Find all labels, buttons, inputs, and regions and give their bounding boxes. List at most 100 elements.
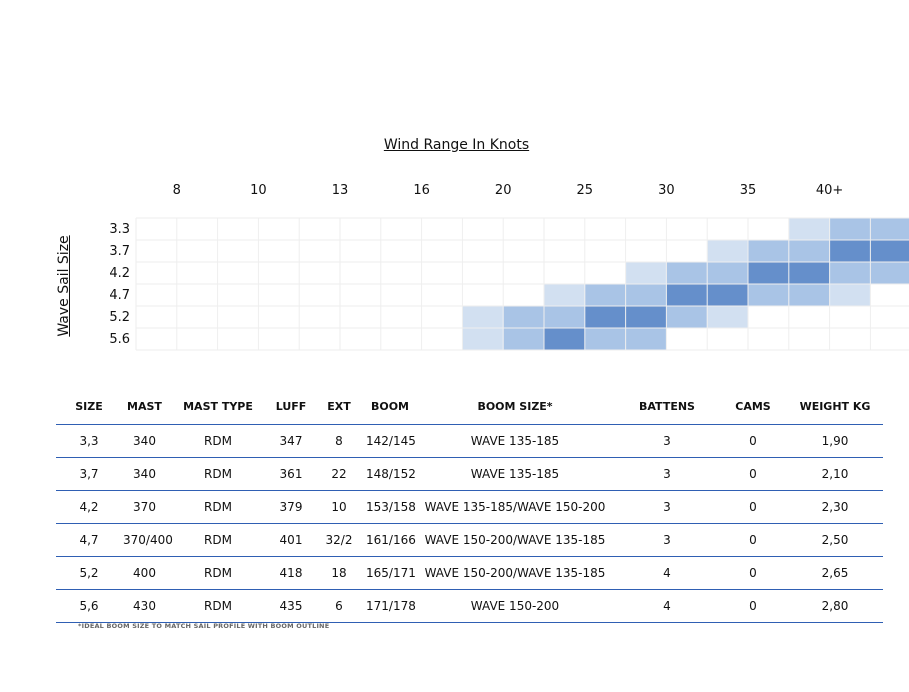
table-cell: RDM — [167, 457, 269, 491]
column-header: WEIGHT KG — [787, 388, 883, 425]
table-cell: 3 — [615, 457, 719, 491]
sail-specs-table: SIZE MAST MAST TYPE LUFF EXT BOOM BOOM SIZE* BA… — [56, 388, 883, 623]
heatmap-cell — [789, 218, 830, 240]
table-cell: 0 — [719, 490, 787, 524]
table-cell: 171/178 — [365, 589, 416, 623]
heatmap-cell — [503, 328, 544, 350]
table-row: 3,7 340 RDM 361 22 148/152 WAVE 135-185 3 0 2,10 — [56, 457, 883, 491]
heatmap-cell — [503, 306, 544, 328]
table-cell: 361 — [269, 457, 313, 491]
table-cell: 32/2 — [313, 523, 365, 557]
table-row: 3,3 340 RDM 347 8 142/145 WAVE 135-185 3 0 1,90 — [56, 424, 883, 458]
table-cell: 10 — [313, 490, 365, 524]
heatmap-cell — [707, 306, 748, 328]
heatmap-cell — [626, 284, 666, 306]
heatmap-cell — [626, 306, 666, 328]
table-row: 5,2 400 RDM 418 18 165/171 WAVE 150-200/WAVE 1… — [56, 556, 883, 590]
table-cell: RDM — [167, 424, 269, 458]
table-cell: 22 — [313, 457, 365, 491]
table-cell: 165/171 — [365, 556, 416, 590]
table-cell: 2,30 — [787, 490, 883, 524]
table-cell: 0 — [719, 523, 787, 557]
table-cell: 5,2 — [56, 556, 122, 590]
table-cell: 4 — [615, 556, 719, 590]
x-tick-label: 25 — [577, 183, 594, 198]
table-cell: 2,10 — [787, 457, 883, 491]
table-cell: WAVE 150-200/WAVE 135-185 — [415, 556, 615, 590]
x-tick-label: 13 — [332, 183, 349, 198]
table-cell: 379 — [269, 490, 313, 524]
footnote: *IDEAL BOOM SIZE TO MATCH SAIL PROFILE W… — [78, 622, 330, 630]
table-cell: 3 — [615, 523, 719, 557]
table-cell: 3 — [615, 490, 719, 524]
heatmap-cell — [870, 218, 909, 240]
column-header: MAST TYPE — [167, 388, 269, 425]
table-cell: 0 — [719, 457, 787, 491]
table-cell: 6 — [313, 589, 365, 623]
column-header: BOOM SIZE* — [415, 388, 615, 425]
column-header: EXT — [313, 388, 365, 425]
column-header: BATTENS — [615, 388, 719, 425]
table-cell: 0 — [719, 589, 787, 623]
heatmap-cell — [707, 284, 748, 306]
table-cell: 3,3 — [56, 424, 122, 458]
heatmap-cell — [748, 240, 789, 262]
heatmap-cell — [830, 218, 870, 240]
heatmap-cell — [707, 240, 748, 262]
heatmap-cell — [830, 240, 870, 262]
wind-range-heatmap: 3.3 3.7 4.2 4.7 5.2 5.6 8 10 13 16 20 25 30 35 40+ — [109, 183, 909, 351]
y-tick-label: 3.3 — [109, 222, 130, 237]
table-cell: 5,6 — [56, 589, 122, 623]
chart-title: Wind Range In Knots — [383, 137, 530, 153]
table-cell: 148/152 — [365, 457, 416, 491]
heatmap-cell — [870, 262, 909, 284]
y-tick-label: 5.6 — [109, 332, 130, 347]
y-tick-label: 5.2 — [109, 310, 130, 325]
table-cell: 370 — [122, 490, 167, 524]
x-tick-label: 20 — [495, 183, 512, 198]
heatmap-cell — [748, 262, 789, 284]
column-header: MAST — [122, 388, 167, 425]
column-header: CAMS — [719, 388, 787, 425]
table-row: 4,7 370/400 RDM 401 32/2 161/166 WAVE 150-200/… — [56, 523, 883, 557]
table-cell: 4 — [615, 589, 719, 623]
table-cell: 347 — [269, 424, 313, 458]
table-cell: WAVE 135-185 — [415, 424, 615, 458]
table-cell: 340 — [122, 424, 167, 458]
y-tick-label: 4.2 — [109, 266, 130, 281]
column-header: LUFF — [269, 388, 313, 425]
heatmap-cell — [870, 240, 909, 262]
table-cell: 18 — [313, 556, 365, 590]
table-cell: 0 — [719, 424, 787, 458]
heatmap-cell — [666, 306, 707, 328]
heatmap-cell — [666, 284, 707, 306]
table-cell: 2,80 — [787, 589, 883, 623]
table-cell: RDM — [167, 490, 269, 524]
table-cell: 401 — [269, 523, 313, 557]
table-cell: 2,65 — [787, 556, 883, 590]
heatmap-cell — [789, 284, 830, 306]
table-cell: 1,90 — [787, 424, 883, 458]
table-cell: 418 — [269, 556, 313, 590]
heatmap-cell — [544, 306, 585, 328]
table-cell: 8 — [313, 424, 365, 458]
table-cell: WAVE 150-200 — [415, 589, 615, 623]
table-cell: 400 — [122, 556, 167, 590]
heatmap-cell — [544, 328, 585, 350]
table-cell: RDM — [167, 556, 269, 590]
heatmap-cell — [789, 240, 830, 262]
column-header: BOOM — [365, 388, 415, 425]
table-cell: WAVE 135-185 — [415, 457, 615, 491]
heatmap-cell — [830, 284, 870, 306]
table-cell: 2,50 — [787, 523, 883, 557]
x-tick-label: 10 — [250, 183, 267, 198]
table-cell: 340 — [122, 457, 167, 491]
heatmap-cell — [626, 262, 666, 284]
heatmap-cell — [544, 284, 585, 306]
heatmap-cell — [585, 328, 626, 350]
heatmap-cell — [666, 262, 707, 284]
x-tick-label: 16 — [413, 183, 430, 198]
table-cell: 370/400 — [122, 523, 173, 557]
heatmap-cell — [462, 328, 503, 350]
heatmap-cell — [585, 306, 626, 328]
